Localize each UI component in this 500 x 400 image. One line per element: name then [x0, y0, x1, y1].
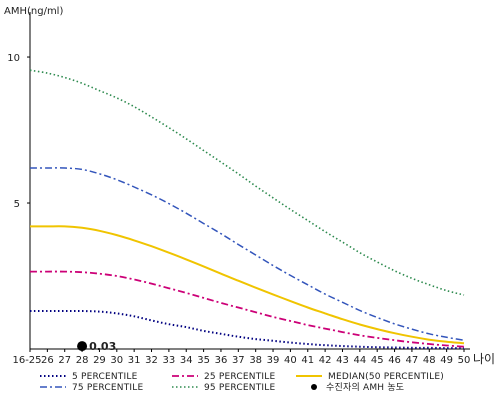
x-tick-label: 36 [215, 355, 228, 366]
legend-label: 95 PERCENTILE [204, 383, 276, 393]
x-tick-label: 47 [406, 355, 419, 366]
patient-amh-point [77, 341, 88, 352]
legend-label: 5 PERCENTILE [72, 372, 138, 382]
x-tick-label: 38 [249, 355, 262, 366]
series-line-1 [30, 270, 465, 348]
x-tick-label: 30 [110, 355, 123, 366]
patient-amh-value-label: 0.03 [89, 340, 116, 353]
x-tick-label: 41 [301, 355, 314, 366]
x-axis-title: 나이 [473, 352, 495, 366]
series-line-3 [30, 167, 465, 341]
x-tick-label: 35 [197, 355, 210, 366]
x-tick-label: 46 [388, 355, 401, 366]
x-tick-label: 50 [458, 355, 471, 366]
axes: AMH(ng/ml) 나이 [4, 6, 495, 366]
x-tick-label: 34 [180, 355, 193, 366]
legend-label: 75 PERCENTILE [72, 383, 144, 393]
y-tick-label: 10 [7, 53, 20, 64]
x-tick-label: 26 [41, 355, 54, 366]
legend-marker-point [311, 384, 317, 390]
series-line-2 [30, 225, 465, 345]
series-lines [29, 69, 465, 350]
legend-label: MEDIAN(50 PERCENTILE) [328, 372, 444, 382]
legend-label: 25 PERCENTILE [204, 372, 276, 382]
x-tick-label: 32 [145, 355, 158, 366]
x-tick-label: 49 [440, 355, 453, 366]
x-tick-label: 29 [93, 355, 106, 366]
x-tick-label: 28 [76, 355, 89, 366]
tick-labels: 5 10 16-25 26 27 28 29 30 31 32 33 34 35 36 37 38 39 40 41… [7, 53, 470, 366]
x-tick-label: 43 [336, 355, 349, 366]
x-tick-label: 39 [267, 355, 280, 366]
data-points: 0.03 [77, 340, 116, 353]
x-tick-label: 48 [423, 355, 436, 366]
series-line-4 [29, 69, 465, 296]
x-tick-label: 44 [353, 355, 366, 366]
x-tick-label: 37 [232, 355, 245, 366]
x-tick-label: 27 [58, 355, 71, 366]
legend-label: 수진자의 AMH 농도 [326, 382, 404, 393]
x-tick-label: 31 [128, 355, 141, 366]
x-tick-label: 42 [319, 355, 332, 366]
x-tick-label: 40 [284, 355, 297, 366]
x-tick-label: 16-25 [12, 355, 41, 366]
y-axis-title: AMH(ng/ml) [4, 6, 63, 17]
legend: 5 PERCENTILE 25 PERCENTILE MEDIAN(50 PERCE… [40, 372, 444, 393]
x-tick-label: 45 [371, 355, 384, 366]
y-tick-label: 5 [14, 199, 20, 210]
x-tick-label: 33 [163, 355, 176, 366]
